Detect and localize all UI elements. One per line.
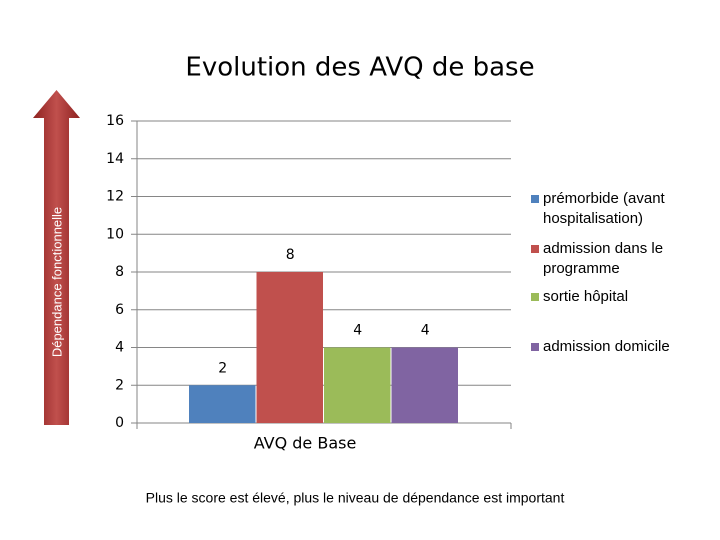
data-label: 8 — [286, 247, 295, 263]
data-label: 4 — [353, 323, 362, 339]
legend-label: admission domicile — [543, 338, 670, 355]
y-tick-label: 6 — [115, 302, 124, 318]
legend-label: admission dans le programme — [543, 240, 664, 277]
bar — [189, 385, 256, 423]
chart-title: Evolution des AVQ de base — [185, 53, 534, 83]
y-tick-label: 8 — [115, 264, 124, 280]
legend-swatch — [531, 245, 539, 253]
legend-label: prémorbide (avant hospitalisation) — [543, 190, 665, 227]
legend-swatch — [531, 343, 539, 351]
y-arrow — [33, 90, 80, 425]
y-tick-label: 16 — [106, 113, 124, 129]
bar — [256, 272, 323, 423]
y-tick-label: 10 — [106, 226, 124, 242]
data-label: 4 — [421, 323, 430, 339]
y-tick-label: 2 — [115, 377, 124, 393]
x-axis-label: AVQ de Base — [254, 434, 357, 453]
bar — [391, 347, 458, 423]
y-tick-label: 0 — [115, 415, 124, 431]
y-tick-label: 12 — [106, 189, 124, 205]
y-tick-label: 14 — [106, 151, 124, 167]
legend-swatch — [531, 293, 539, 301]
bar — [324, 347, 391, 423]
legend-label: sortie hôpital — [543, 288, 629, 305]
data-label: 2 — [218, 360, 227, 376]
y-tick-label: 4 — [115, 340, 124, 356]
y-axis-label: Dépendance fonctionnelle — [49, 207, 64, 357]
legend-swatch — [531, 195, 539, 203]
note: Plus le score est élevé, plus le niveau … — [146, 490, 565, 506]
